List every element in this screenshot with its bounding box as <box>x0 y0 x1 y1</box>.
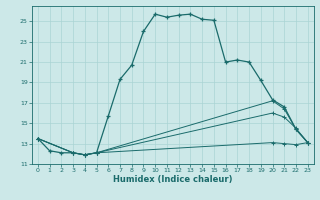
X-axis label: Humidex (Indice chaleur): Humidex (Indice chaleur) <box>113 175 233 184</box>
